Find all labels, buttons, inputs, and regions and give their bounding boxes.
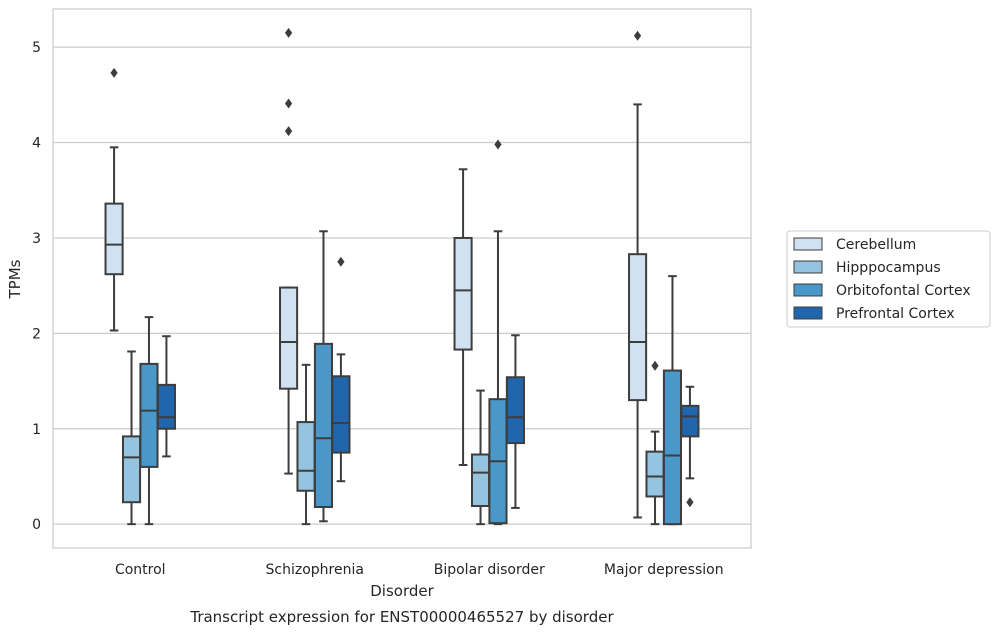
- iqr-box: [121, 435, 142, 504]
- iqr-box: [279, 286, 299, 390]
- x-tick-label: Bipolar disorder: [434, 562, 545, 578]
- box-plot: [453, 168, 473, 467]
- y-tick-label: 0: [32, 517, 41, 533]
- x-axis-label: Disorder: [370, 582, 434, 600]
- legend-items: Cerebellum Hipppocampus Orbitofontal Corte…: [793, 237, 971, 322]
- legend-item: Orbitofontal Cortex: [793, 283, 971, 299]
- legend: Cerebellum Hipppocampus Orbitofontal Corte…: [786, 230, 991, 328]
- y-tick-label: 2: [32, 326, 41, 342]
- y-tick-labels: 0 1 2 3 4 5: [32, 40, 41, 533]
- iqr-box: [453, 236, 473, 351]
- outlier-point: [110, 67, 118, 78]
- legend-label: Hipppocampus: [836, 260, 941, 276]
- legend-swatch: [793, 237, 823, 251]
- iqr-box: [680, 404, 700, 438]
- x-tick-label: Major depression: [604, 562, 724, 578]
- legend-label: Prefrontal Cortex: [836, 306, 955, 322]
- box-plot: [331, 256, 351, 483]
- y-tick-label: 3: [32, 231, 41, 247]
- iqr-box: [505, 376, 525, 445]
- box-plot: [156, 335, 176, 458]
- box-plot: [662, 275, 683, 526]
- y-axis-label: TPMs: [6, 259, 24, 299]
- box-plot: [505, 334, 525, 509]
- iqr-box: [313, 342, 334, 508]
- outlier-point: [284, 126, 293, 137]
- iqr-box: [645, 450, 665, 498]
- outlier-point: [651, 360, 659, 371]
- box-plots: [104, 27, 700, 526]
- outlier-point: [284, 98, 293, 109]
- legend-item: Prefrontal Cortex: [793, 306, 955, 322]
- outlier-point: [337, 256, 345, 267]
- outlier-point: [284, 27, 293, 38]
- iqr-box: [139, 362, 159, 468]
- box-plot: [628, 30, 648, 519]
- legend-label: Orbitofontal Cortex: [836, 283, 971, 299]
- legend-swatch: [793, 260, 823, 274]
- iqr-box: [662, 369, 683, 526]
- box-plot: [279, 27, 299, 475]
- legend-frame: [786, 230, 991, 328]
- y-tick-label: 5: [32, 40, 41, 56]
- x-tick-label: Control: [115, 562, 166, 578]
- iqr-box: [156, 383, 176, 430]
- x-tick-label: Schizophrenia: [266, 562, 364, 578]
- legend-swatch: [793, 283, 823, 297]
- outlier-point: [633, 30, 642, 41]
- iqr-box: [470, 453, 491, 508]
- outlier-point: [494, 139, 502, 150]
- box-plot: [488, 139, 508, 526]
- y-tick-label: 4: [32, 136, 41, 152]
- iqr-box: [628, 253, 648, 402]
- legend-swatch: [793, 306, 823, 320]
- plot-frame: [52, 8, 752, 549]
- legend-item: Cerebellum: [793, 237, 916, 253]
- iqr-box: [104, 202, 124, 276]
- box-plot: [104, 67, 124, 332]
- legend-item: Hipppocampus: [793, 260, 941, 276]
- iqr-box: [296, 421, 316, 492]
- iqr-box: [331, 375, 351, 454]
- box-plot: [121, 350, 142, 526]
- chart-caption: Transcript expression for ENST0000046552…: [189, 608, 614, 626]
- outlier-point: [686, 497, 694, 508]
- box-plot: [680, 385, 700, 508]
- legend-label: Cerebellum: [836, 237, 916, 253]
- y-tick-label: 1: [32, 422, 41, 438]
- x-tick-labels: Control Schizophrenia Bipolar disorder Majo…: [115, 562, 724, 578]
